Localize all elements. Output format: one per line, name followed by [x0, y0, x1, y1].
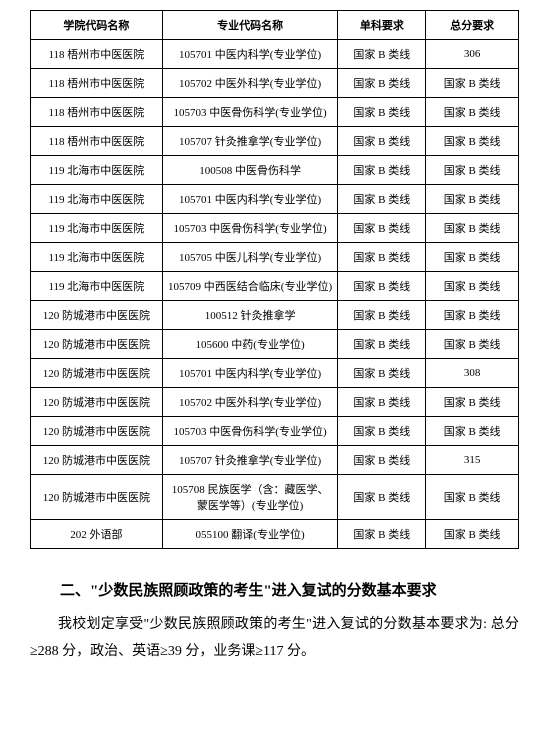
table-cell: 055100 翻译(专业学位) — [162, 520, 338, 549]
table-row: 202 外语部055100 翻译(专业学位)国家 B 类线国家 B 类线 — [31, 520, 519, 549]
table-cell: 国家 B 类线 — [426, 475, 519, 520]
table-cell: 105701 中医内科学(专业学位) — [162, 359, 338, 388]
table-cell: 202 外语部 — [31, 520, 163, 549]
table-cell: 119 北海市中医医院 — [31, 243, 163, 272]
section-text: 我校划定享受"少数民族照顾政策的考生"进入复试的分数基本要求为: 总分≥288 … — [30, 612, 519, 665]
table-row: 118 梧州市中医医院105703 中医骨伤科学(专业学位)国家 B 类线国家 … — [31, 98, 519, 127]
table-cell: 118 梧州市中医医院 — [31, 127, 163, 156]
table-cell: 105600 中药(专业学位) — [162, 330, 338, 359]
section-title: 二、"少数民族照顾政策的考生"进入复试的分数基本要求 — [30, 579, 519, 600]
table-row: 120 防城港市中医医院105708 民族医学（含：藏医学、蒙医学等）(专业学位… — [31, 475, 519, 520]
table-cell: 国家 B 类线 — [338, 417, 426, 446]
table-cell: 国家 B 类线 — [338, 98, 426, 127]
table-row: 120 防城港市中医医院100512 针灸推拿学国家 B 类线国家 B 类线 — [31, 301, 519, 330]
table-cell: 120 防城港市中医医院 — [31, 359, 163, 388]
table-cell: 118 梧州市中医医院 — [31, 69, 163, 98]
table-cell: 120 防城港市中医医院 — [31, 301, 163, 330]
table-cell: 100508 中医骨伤科学 — [162, 156, 338, 185]
table-cell: 国家 B 类线 — [426, 417, 519, 446]
table-cell: 国家 B 类线 — [426, 272, 519, 301]
table-cell: 国家 B 类线 — [426, 301, 519, 330]
table-cell: 100512 针灸推拿学 — [162, 301, 338, 330]
table-row: 118 梧州市中医医院105701 中医内科学(专业学位)国家 B 类线306 — [31, 40, 519, 69]
table-cell: 国家 B 类线 — [338, 156, 426, 185]
table-cell: 国家 B 类线 — [338, 330, 426, 359]
table-cell: 120 防城港市中医医院 — [31, 388, 163, 417]
table-cell: 国家 B 类线 — [426, 243, 519, 272]
table-cell: 120 防城港市中医医院 — [31, 330, 163, 359]
table-cell: 国家 B 类线 — [426, 388, 519, 417]
table-row: 118 梧州市中医医院105702 中医外科学(专业学位)国家 B 类线国家 B… — [31, 69, 519, 98]
header-total: 总分要求 — [426, 11, 519, 40]
table-cell: 国家 B 类线 — [338, 127, 426, 156]
header-major: 专业代码名称 — [162, 11, 338, 40]
table-row: 120 防城港市中医医院105707 针灸推拿学(专业学位)国家 B 类线315 — [31, 446, 519, 475]
table-row: 120 防城港市中医医院105701 中医内科学(专业学位)国家 B 类线308 — [31, 359, 519, 388]
table-cell: 105703 中医骨伤科学(专业学位) — [162, 214, 338, 243]
table-cell: 国家 B 类线 — [338, 388, 426, 417]
table-cell: 国家 B 类线 — [426, 127, 519, 156]
table-cell: 国家 B 类线 — [338, 446, 426, 475]
table-cell: 国家 B 类线 — [338, 301, 426, 330]
table-cell: 308 — [426, 359, 519, 388]
table-cell: 119 北海市中医医院 — [31, 272, 163, 301]
table-cell: 国家 B 类线 — [426, 330, 519, 359]
table-cell: 国家 B 类线 — [426, 98, 519, 127]
table-cell: 国家 B 类线 — [338, 520, 426, 549]
table-cell: 105703 中医骨伤科学(专业学位) — [162, 417, 338, 446]
header-subject: 单科要求 — [338, 11, 426, 40]
table-cell: 105703 中医骨伤科学(专业学位) — [162, 98, 338, 127]
table-cell: 国家 B 类线 — [426, 69, 519, 98]
score-table: 学院代码名称 专业代码名称 单科要求 总分要求 118 梧州市中医医院10570… — [30, 10, 519, 549]
table-row: 120 防城港市中医医院105702 中医外科学(专业学位)国家 B 类线国家 … — [31, 388, 519, 417]
table-cell: 国家 B 类线 — [426, 214, 519, 243]
table-cell: 国家 B 类线 — [338, 475, 426, 520]
table-cell: 120 防城港市中医医院 — [31, 475, 163, 520]
table-cell: 315 — [426, 446, 519, 475]
table-cell: 国家 B 类线 — [338, 243, 426, 272]
table-cell: 105708 民族医学（含：藏医学、蒙医学等）(专业学位) — [162, 475, 338, 520]
table-row: 118 梧州市中医医院105707 针灸推拿学(专业学位)国家 B 类线国家 B… — [31, 127, 519, 156]
table-cell: 国家 B 类线 — [338, 359, 426, 388]
table-cell: 120 防城港市中医医院 — [31, 417, 163, 446]
table-row: 120 防城港市中医医院105600 中药(专业学位)国家 B 类线国家 B 类… — [31, 330, 519, 359]
table-cell: 119 北海市中医医院 — [31, 214, 163, 243]
table-cell: 105701 中医内科学(专业学位) — [162, 185, 338, 214]
table-cell: 国家 B 类线 — [338, 185, 426, 214]
table-cell: 105705 中医儿科学(专业学位) — [162, 243, 338, 272]
header-college: 学院代码名称 — [31, 11, 163, 40]
table-cell: 306 — [426, 40, 519, 69]
table-cell: 国家 B 类线 — [338, 272, 426, 301]
table-cell: 国家 B 类线 — [338, 40, 426, 69]
table-row: 120 防城港市中医医院105703 中医骨伤科学(专业学位)国家 B 类线国家… — [31, 417, 519, 446]
table-row: 119 北海市中医医院105705 中医儿科学(专业学位)国家 B 类线国家 B… — [31, 243, 519, 272]
table-row: 119 北海市中医医院105703 中医骨伤科学(专业学位)国家 B 类线国家 … — [31, 214, 519, 243]
table-cell: 105707 针灸推拿学(专业学位) — [162, 127, 338, 156]
table-row: 119 北海市中医医院105709 中西医结合临床(专业学位)国家 B 类线国家… — [31, 272, 519, 301]
table-cell: 105707 针灸推拿学(专业学位) — [162, 446, 338, 475]
table-cell: 118 梧州市中医医院 — [31, 98, 163, 127]
table-row: 119 北海市中医医院100508 中医骨伤科学国家 B 类线国家 B 类线 — [31, 156, 519, 185]
table-cell: 国家 B 类线 — [338, 69, 426, 98]
table-cell: 118 梧州市中医医院 — [31, 40, 163, 69]
table-cell: 119 北海市中医医院 — [31, 185, 163, 214]
table-header-row: 学院代码名称 专业代码名称 单科要求 总分要求 — [31, 11, 519, 40]
table-cell: 国家 B 类线 — [426, 520, 519, 549]
table-cell: 119 北海市中医医院 — [31, 156, 163, 185]
table-cell: 国家 B 类线 — [426, 185, 519, 214]
table-cell: 105701 中医内科学(专业学位) — [162, 40, 338, 69]
table-cell: 105702 中医外科学(专业学位) — [162, 388, 338, 417]
table-body: 118 梧州市中医医院105701 中医内科学(专业学位)国家 B 类线3061… — [31, 40, 519, 549]
table-cell: 120 防城港市中医医院 — [31, 446, 163, 475]
table-cell: 105702 中医外科学(专业学位) — [162, 69, 338, 98]
table-row: 119 北海市中医医院105701 中医内科学(专业学位)国家 B 类线国家 B… — [31, 185, 519, 214]
table-cell: 国家 B 类线 — [426, 156, 519, 185]
table-cell: 国家 B 类线 — [338, 214, 426, 243]
table-cell: 105709 中西医结合临床(专业学位) — [162, 272, 338, 301]
